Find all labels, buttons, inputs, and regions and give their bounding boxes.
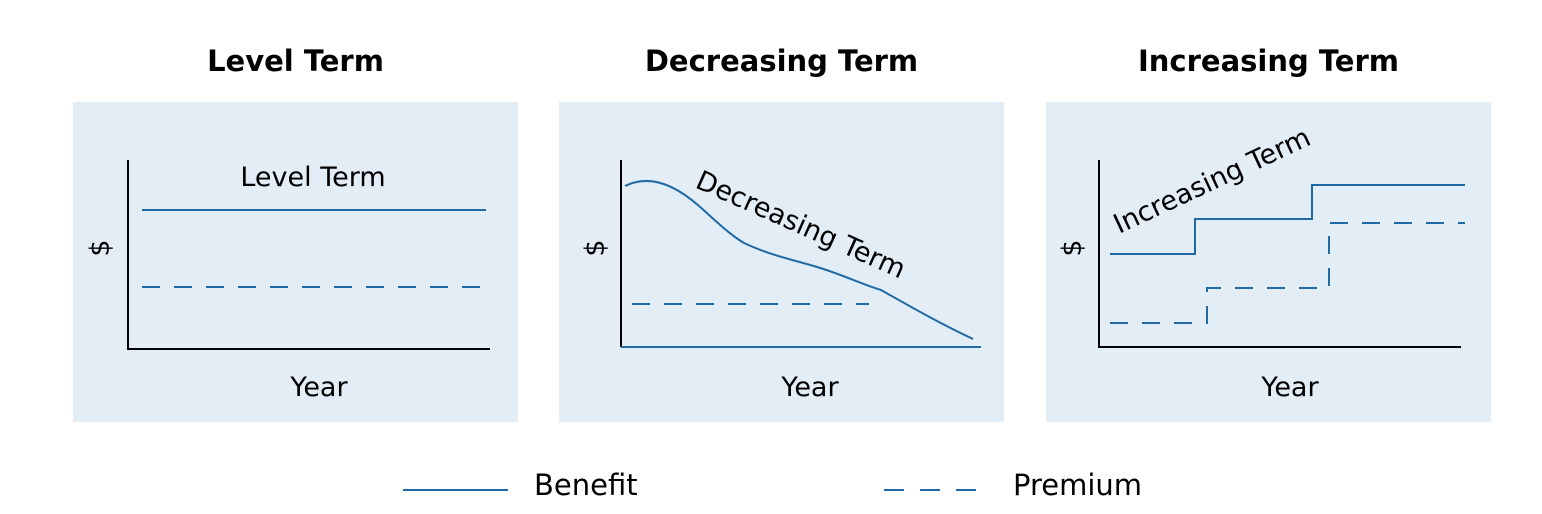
decreasing-term-x-axis-label: Year xyxy=(780,372,839,403)
legend-premium-label: Premium xyxy=(1013,468,1143,502)
increasing-term-premium-steps xyxy=(1110,222,1465,324)
level-term-plot: Level Term Year $ xyxy=(85,160,490,403)
increasing-term-benefit-steps xyxy=(1110,184,1465,255)
level-term-y-axis-label: $ xyxy=(85,239,116,256)
level-term-x-axis-label: Year xyxy=(289,372,348,403)
decreasing-term-curve-label: Decreasing Term xyxy=(691,165,910,285)
panel-title-decreasing-term: Decreasing Term xyxy=(644,44,919,78)
panel-title-increasing-term: Increasing Term xyxy=(1138,44,1399,78)
increasing-term-y-axis-label: $ xyxy=(1057,239,1088,256)
legend-benefit-label: Benefit xyxy=(534,468,638,502)
panel-title-level-term: Level Term xyxy=(207,44,384,78)
increasing-term-plot: Increasing Term Year $ xyxy=(1057,122,1465,403)
legend-premium-swatch xyxy=(884,489,990,491)
decreasing-term-y-axis-label: $ xyxy=(580,239,611,256)
level-term-curve-label: Level Term xyxy=(240,162,385,193)
increasing-term-axes xyxy=(1098,160,1461,348)
level-term-panel: Level Term Year $ xyxy=(73,102,518,422)
decreasing-term-panel: Decreasing Term Year $ xyxy=(559,102,1004,422)
decreasing-term-benefit-curve xyxy=(624,179,974,340)
legend-benefit-swatch xyxy=(403,489,508,491)
level-term-axes xyxy=(127,160,490,350)
increasing-term-x-axis-label: Year xyxy=(1260,372,1319,403)
increasing-term-curve-label: Increasing Term xyxy=(1109,122,1316,240)
increasing-term-panel: Increasing Term Year $ xyxy=(1046,102,1491,422)
decreasing-term-plot: Decreasing Term Year $ xyxy=(580,160,981,403)
